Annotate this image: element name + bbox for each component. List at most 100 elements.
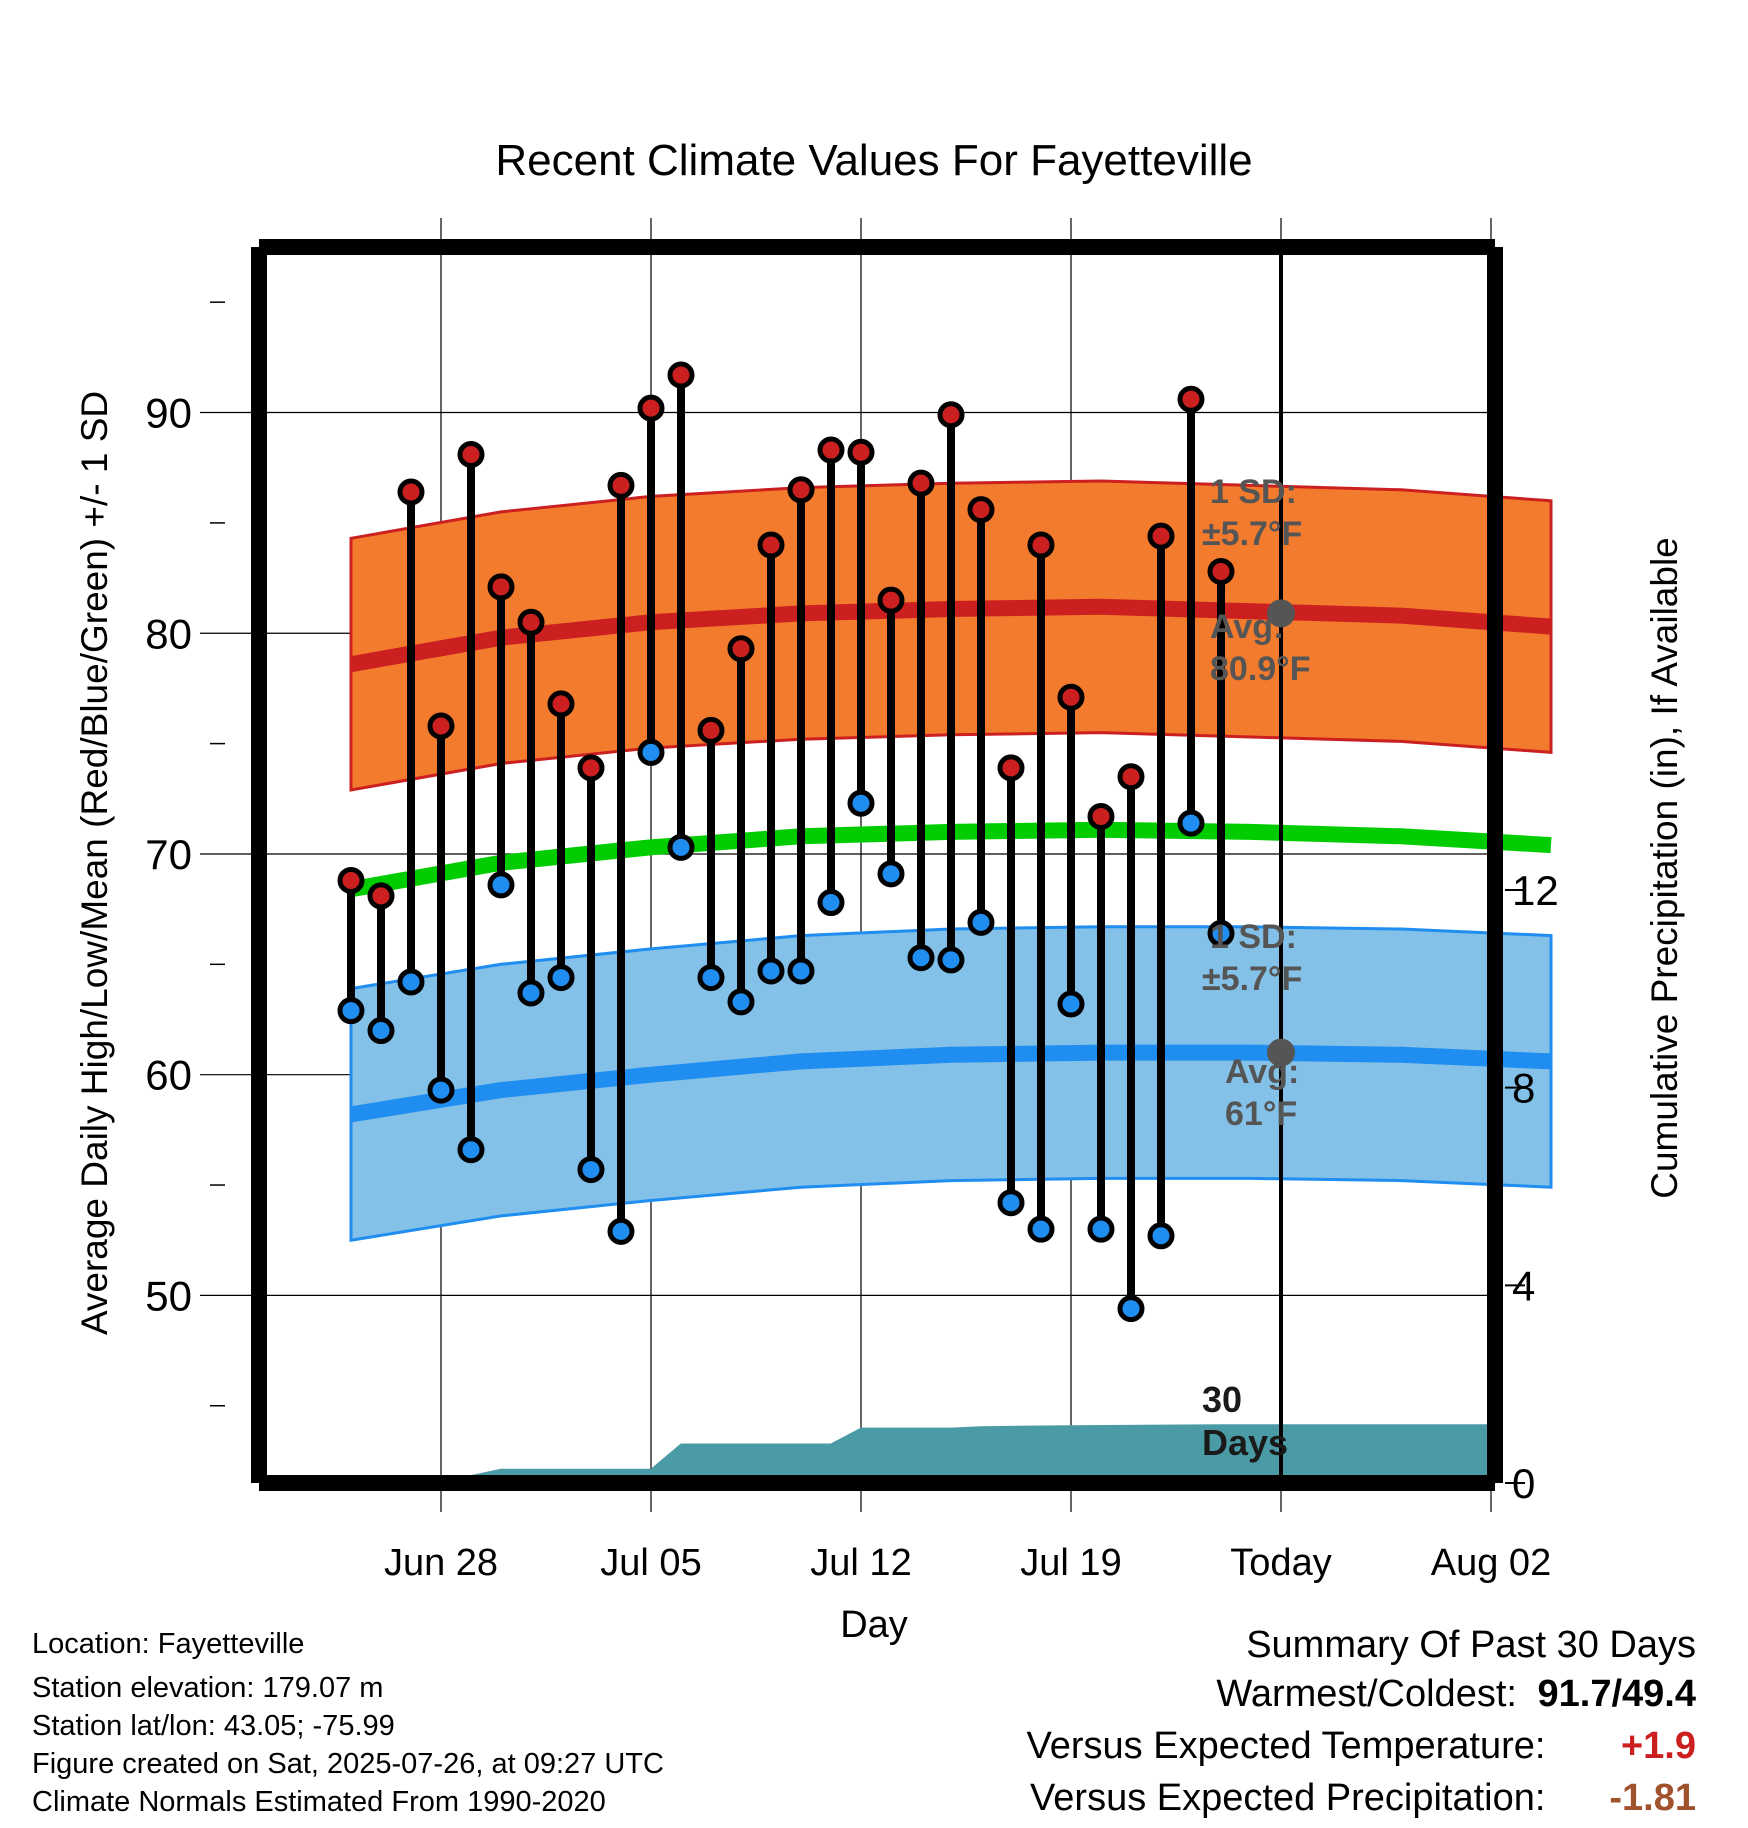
precip-row: Versus Expected Precipitation: -1.81 [1027,1772,1696,1824]
station-info: Location: Fayetteville Station elevation… [32,1625,664,1821]
obs-high-point [367,882,395,910]
obs-high-point [757,531,785,559]
low-avg-marker [1267,1038,1295,1067]
obs-low-point [547,964,575,992]
low-avg-label: Avg: [1225,1053,1299,1091]
elevation-text: Station elevation: 179.07 m [32,1672,384,1704]
annotations: 1 SD: ±5.7°F Avg: 80.9°F 1 SD: ±5.7°F Av… [1202,473,1311,1463]
x-tick-label: Jul 12 [810,1542,911,1584]
high-sd-label: 1 SD: [1210,473,1297,511]
precip-days-label: Days [1202,1422,1288,1463]
precip-label: Versus Expected Precipitation: [1030,1777,1546,1819]
obs-high-point [427,712,455,740]
high-avg-value: 80.9°F [1210,650,1311,688]
obs-high-point [1147,522,1175,550]
obs-low-point [967,908,995,936]
y-axis-left-label: Average Daily High/Low/Mean (Red/Blue/Gr… [74,391,115,1335]
normal-low-line [349,1044,1552,1123]
high-avg-marker [1267,599,1295,628]
obs-high-point [457,440,485,468]
x-tick-label: Jul 05 [600,1542,701,1584]
obs-high-point [637,394,665,422]
obs-low-point [397,968,425,996]
y-right-tick-label: 0 [1512,1460,1535,1507]
x-tick-label: Jun 28 [384,1542,498,1584]
high-avg-label: Avg: [1210,608,1284,646]
grid-lines [200,218,1495,1512]
y-left-tick-label: 70 [145,831,192,878]
obs-high-point [1117,763,1145,791]
obs-high-point [577,754,605,782]
warmest-row: Warmest/Coldest: 91.7/49.4 [1027,1668,1696,1720]
obs-low-point [1117,1295,1145,1323]
y-left-tick-label: 50 [145,1272,192,1319]
obs-low-point [817,889,845,917]
obs-high-point [547,690,575,718]
y-left-tick-label: 90 [145,390,192,437]
obs-high-point [877,586,905,614]
y-left-tick-label: 60 [145,1052,192,1099]
temp-label: Versus Expected Temperature: [1026,1725,1546,1767]
obs-high-point [1207,557,1235,585]
obs-high-point [1057,683,1085,711]
obs-low-point [427,1076,455,1104]
obs-low-point [1207,919,1235,947]
obs-low-point [517,979,545,1007]
precip-value: -1.81 [1609,1777,1696,1819]
obs-low-point [637,738,665,766]
obs-high-point [397,478,425,506]
obs-high-point [1027,531,1055,559]
low-sd-value: ±5.7°F [1202,960,1302,998]
obs-low-point [457,1136,485,1164]
x-tick-label: Jul 19 [1020,1542,1121,1584]
obs-low-point [577,1156,605,1184]
observations [337,361,1235,1323]
y-axis-right-label: Cumulative Precipitation (in), If Availa… [1644,537,1685,1199]
precipitation-area [350,1424,1496,1484]
obs-high-point [1087,802,1115,830]
obs-high-point [727,635,755,663]
axes: Jun 28 Jul 05 Jul 12 Jul 19 Today Aug 02 50 60 7… [145,239,1559,1584]
obs-low-point [1027,1215,1055,1243]
obs-low-point [1087,1215,1115,1243]
precip-days-number: 30 [1202,1379,1242,1420]
obs-high-point [847,438,875,466]
obs-low-point [667,833,695,861]
obs-high-point [517,608,545,636]
obs-low-point [367,1017,395,1045]
precip-area [350,1424,1496,1484]
y-right-tick-label: 12 [1512,867,1559,914]
obs-low-point [907,944,935,972]
obs-high-point [487,573,515,601]
obs-low-point [877,860,905,888]
obs-high-point [697,716,725,744]
obs-high-point [907,469,935,497]
obs-high-point [997,754,1025,782]
obs-high-point [817,436,845,464]
obs-high-point [787,476,815,504]
obs-low-point [607,1217,635,1245]
normals-text: Climate Normals Estimated From 1990-2020 [32,1786,606,1818]
obs-low-point [1057,990,1085,1018]
obs-low-point [727,988,755,1016]
x-tick-label: Today [1230,1542,1331,1584]
obs-high-point [937,401,965,429]
obs-high-point [337,866,365,894]
obs-low-point [487,871,515,899]
obs-high-point [607,471,635,499]
y-right-tick-label: 4 [1512,1262,1535,1309]
temp-row: Versus Expected Temperature: +1.9 [1027,1720,1696,1772]
summary-panel: Summary Of Past 30 Days Warmest/Coldest:… [1027,1622,1696,1824]
obs-low-point [787,957,815,985]
high-sd-value: ±5.7°F [1202,515,1302,553]
obs-high-point [667,361,695,389]
obs-low-point [937,946,965,974]
x-tick-label: Aug 02 [1431,1542,1551,1584]
obs-high-point [967,496,995,524]
x-axis-label: Day [840,1604,908,1646]
obs-low-point [847,789,875,817]
warmest-value: 91.7/49.4 [1537,1673,1696,1715]
obs-high-point [1177,385,1205,413]
temp-value: +1.9 [1620,1725,1696,1767]
